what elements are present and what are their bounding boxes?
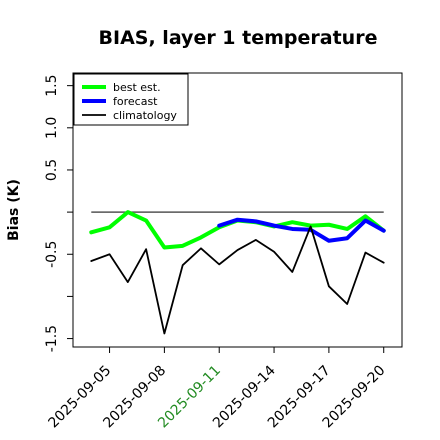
series-group <box>89 210 386 335</box>
y-tick-label: 1.5 <box>44 75 60 97</box>
plot-frame <box>72 72 403 348</box>
axes: -1.5-0.50.51.01.52025-09-052025-09-08202… <box>44 72 403 431</box>
y-tick-label: 1.0 <box>44 117 60 139</box>
legend-entry-label: climatology <box>113 109 177 122</box>
chart-title: BIAS, layer 1 temperature <box>99 27 378 49</box>
y-axis-label: Bias (K) <box>6 179 22 241</box>
series-line-climatology <box>90 225 385 335</box>
series-line-best-est- <box>89 210 386 250</box>
legend-entry-label: best est. <box>113 81 161 94</box>
legend-entry-label: forecast <box>113 95 158 108</box>
series-line-forecast <box>217 217 386 243</box>
y-tick-label: 0.5 <box>44 159 60 181</box>
y-tick-label: -1.5 <box>44 325 60 352</box>
y-tick-label: -0.5 <box>44 241 60 268</box>
